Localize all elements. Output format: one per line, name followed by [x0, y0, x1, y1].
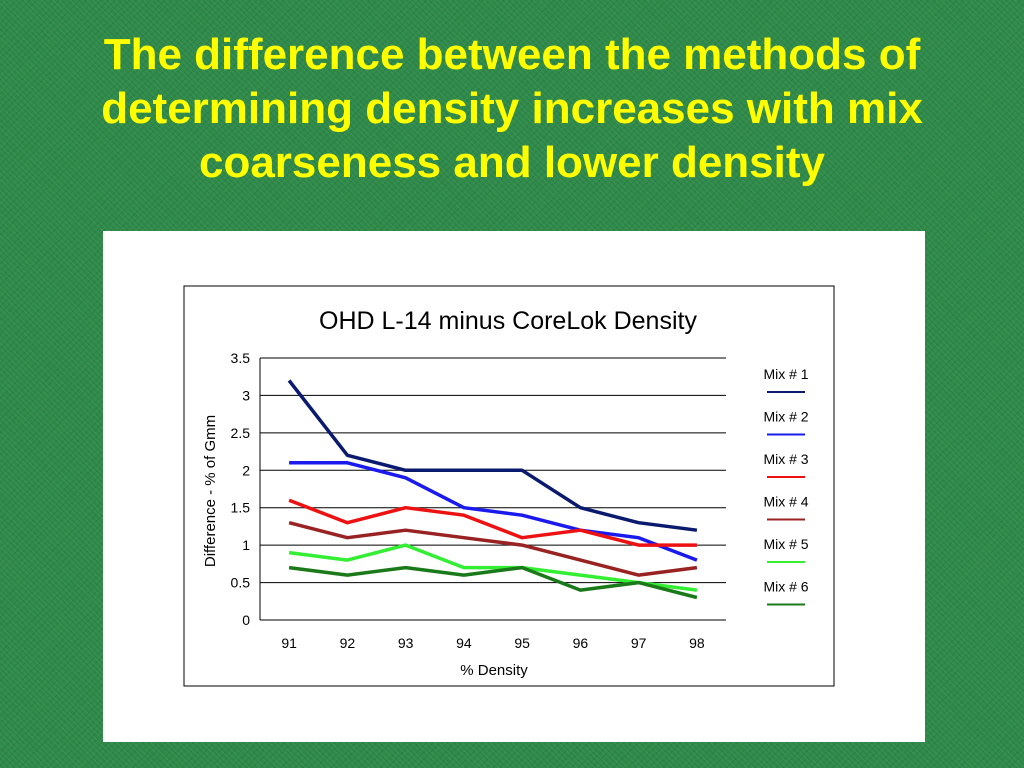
series-line-mix-6 — [288, 565, 698, 600]
x-tick-label: 92 — [340, 635, 356, 651]
x-tick-label: 96 — [573, 635, 589, 651]
y-tick-label: 2 — [242, 462, 250, 478]
legend-label: Mix # 4 — [763, 494, 808, 510]
x-axis-label: % Density — [460, 662, 528, 679]
chart-panel: OHD L-14 minus CoreLok Density 0 0.5 1 1.5 2… — [103, 231, 925, 742]
x-tick-label: 95 — [514, 635, 530, 651]
chart-frame — [183, 285, 835, 687]
x-tick-label: 98 — [689, 635, 705, 651]
slide-title: The difference between the methods of de… — [101, 30, 923, 187]
series-line-mix-1 — [287, 379, 698, 532]
legend-label: Mix # 5 — [763, 536, 808, 552]
legend-label: Mix # 3 — [763, 451, 808, 467]
y-tick-label: 0.5 — [231, 575, 251, 591]
legend-label: Mix # 6 — [763, 579, 808, 595]
series-line-mix-4 — [288, 521, 698, 577]
y-tick-label: 1.5 — [231, 500, 251, 516]
y-tick-label: 3 — [242, 387, 250, 403]
series-line-mix-5 — [288, 543, 698, 592]
y-tick-label: 0 — [242, 612, 250, 628]
y-tick-label: 1 — [242, 537, 250, 553]
y-tick-label: 3.5 — [231, 350, 251, 366]
x-tick-label: 94 — [456, 635, 472, 651]
x-tick-label: 97 — [631, 635, 647, 651]
legend-label: Mix # 1 — [763, 366, 808, 382]
x-tick-label: 91 — [281, 635, 297, 651]
plot-area: 0 0.5 1 1.5 2 2.5 3 3.5 91 92 93 94 95 96 97 98 — [231, 350, 726, 651]
y-tick-label: 2.5 — [231, 425, 251, 441]
legend: Mix # 1 Mix # 2 Mix # 3 Mix # 4 Mix # 5 Mix #… — [763, 366, 809, 606]
series-line-mix-3 — [288, 498, 697, 547]
y-axis-label: Difference - % of Gmm — [202, 415, 219, 567]
series-line-mix-2 — [289, 461, 698, 562]
chart-title: OHD L-14 minus CoreLok Density — [319, 307, 697, 335]
x-tick-label: 93 — [398, 635, 414, 651]
legend-label: Mix # 2 — [763, 409, 808, 425]
line-chart: OHD L-14 minus CoreLok Density 0 0.5 1 1.5 2… — [183, 285, 835, 687]
